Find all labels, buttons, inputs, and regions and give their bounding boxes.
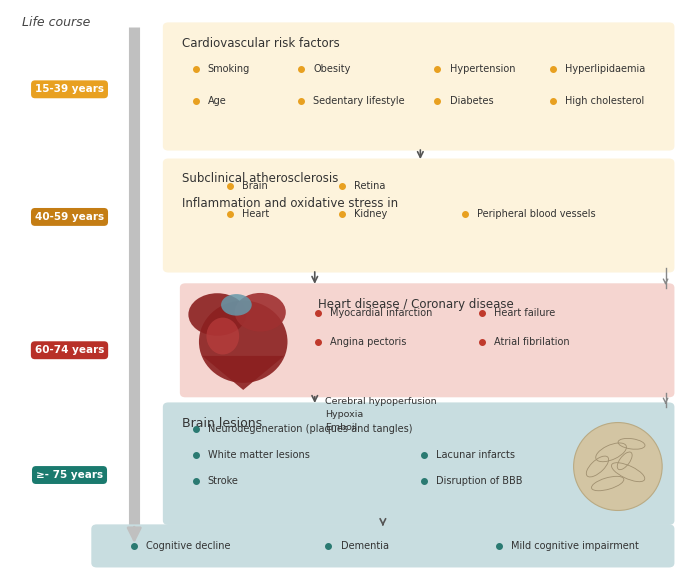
Text: Smoking: Smoking xyxy=(208,64,250,75)
Text: Cognitive decline: Cognitive decline xyxy=(146,541,231,551)
FancyBboxPatch shape xyxy=(163,158,674,272)
Text: Lacunar infarcts: Lacunar infarcts xyxy=(436,450,515,460)
Text: Life course: Life course xyxy=(22,15,90,28)
Ellipse shape xyxy=(235,293,286,332)
Text: Dementia: Dementia xyxy=(341,541,389,551)
Text: Obesity: Obesity xyxy=(313,64,351,75)
Text: 40-59 years: 40-59 years xyxy=(35,212,104,222)
Text: Kidney: Kidney xyxy=(354,209,388,219)
Ellipse shape xyxy=(221,294,252,316)
Text: Hypertension: Hypertension xyxy=(449,64,515,75)
Text: White matter lesions: White matter lesions xyxy=(208,450,310,460)
Text: Stroke: Stroke xyxy=(208,476,239,486)
Text: Cardiovascular risk factors: Cardiovascular risk factors xyxy=(182,37,340,50)
Polygon shape xyxy=(202,356,284,390)
FancyBboxPatch shape xyxy=(91,524,674,568)
Text: Disruption of BBB: Disruption of BBB xyxy=(436,476,523,486)
Ellipse shape xyxy=(188,293,246,336)
Text: Angina pectoris: Angina pectoris xyxy=(330,337,407,347)
Text: Age: Age xyxy=(208,96,226,105)
Ellipse shape xyxy=(207,317,239,355)
Text: Mild cognitive impairment: Mild cognitive impairment xyxy=(511,541,639,551)
Text: Brain: Brain xyxy=(242,181,267,191)
Text: Neurodegeneration (plaques and tangles): Neurodegeneration (plaques and tangles) xyxy=(208,424,412,434)
FancyBboxPatch shape xyxy=(180,283,674,397)
Text: Diabetes: Diabetes xyxy=(449,96,493,105)
Text: 15-39 years: 15-39 years xyxy=(35,84,104,94)
Text: Brain lesions: Brain lesions xyxy=(182,417,262,430)
Text: Heart failure: Heart failure xyxy=(494,308,555,319)
FancyBboxPatch shape xyxy=(163,402,674,525)
Text: Myocardial infarction: Myocardial infarction xyxy=(330,308,433,319)
Text: High cholesterol: High cholesterol xyxy=(566,96,645,105)
Text: ≥- 75 years: ≥- 75 years xyxy=(36,470,103,480)
Text: Heart disease / Coronary disease: Heart disease / Coronary disease xyxy=(318,298,514,311)
Text: Hyperlipidaemia: Hyperlipidaemia xyxy=(566,64,646,75)
Text: Sedentary lifestyle: Sedentary lifestyle xyxy=(313,96,405,105)
Text: Atrial fibrilation: Atrial fibrilation xyxy=(494,337,570,347)
Text: Heart: Heart xyxy=(242,209,269,219)
FancyBboxPatch shape xyxy=(163,22,674,150)
Ellipse shape xyxy=(199,300,287,383)
Text: Inflammation and oxidative stress in: Inflammation and oxidative stress in xyxy=(182,197,398,210)
Text: Retina: Retina xyxy=(354,181,386,191)
Text: Peripheral blood vessels: Peripheral blood vessels xyxy=(477,209,596,219)
Ellipse shape xyxy=(574,422,662,511)
Text: 60-74 years: 60-74 years xyxy=(35,345,104,355)
Text: Subclinical atherosclerosis: Subclinical atherosclerosis xyxy=(182,172,339,185)
Text: Cerebral hypoperfusion
Hypoxia
Emboil: Cerebral hypoperfusion Hypoxia Emboil xyxy=(325,397,436,432)
